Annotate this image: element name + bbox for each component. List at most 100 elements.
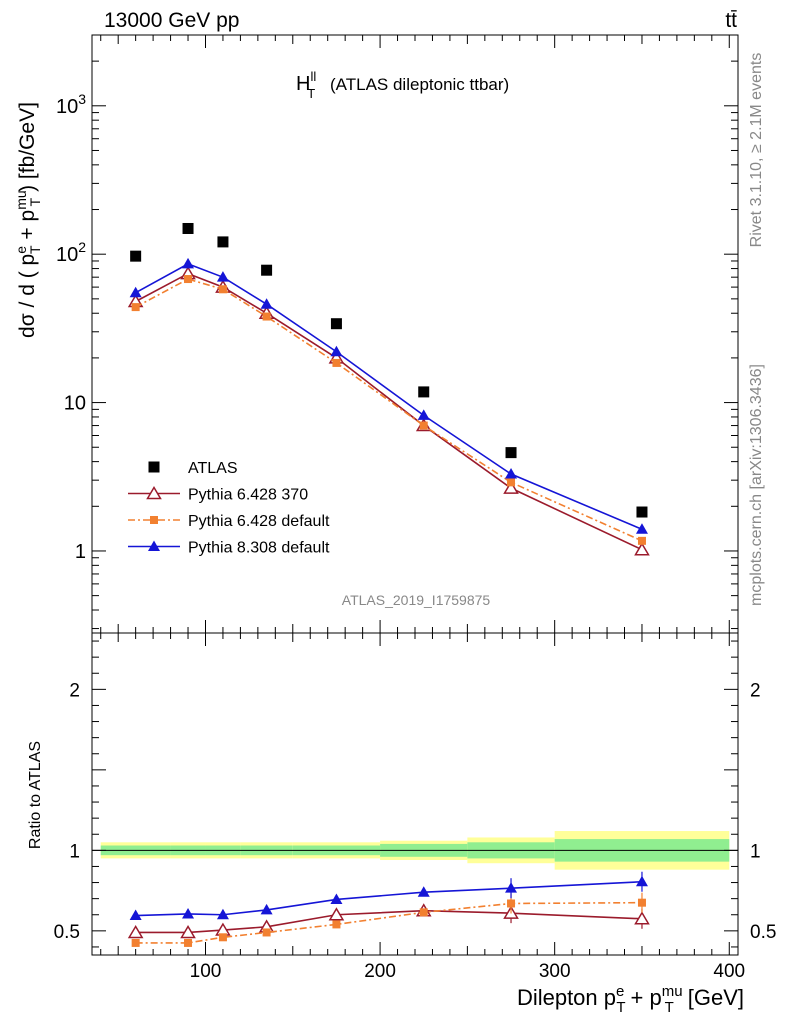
main-ylabel: dσ / d ( peT + pmuT ) [fb/GeV]	[13, 102, 43, 338]
point-pythia-6-428-default	[131, 303, 140, 312]
main-title: Hll T	[296, 69, 316, 101]
ratio-point-pythia-8-308-default	[635, 875, 648, 887]
ratio-y-tick-label-right: 2	[750, 680, 761, 701]
ratio-point-pythia-6-428-default	[637, 898, 646, 907]
point-pythia-8-308-default	[182, 257, 195, 269]
xlabel-sub1: T	[616, 999, 625, 1016]
title-sup: ll	[310, 69, 316, 84]
point-atlas	[130, 250, 142, 262]
ratio-xlabel: Dilepton pe T + pmu T [GeV]	[517, 983, 744, 1016]
series-line-pythia-6-428-default	[135, 278, 643, 542]
mcplots-label: mcplots.cern.ch [arXiv:1306.3436]	[748, 364, 765, 606]
ratio-line-pythia-6-428-default	[135, 901, 642, 944]
ratio-y-tick-label-right: 0.5	[750, 922, 776, 943]
ratio-point-pythia-8-308-default	[330, 893, 343, 904]
point-pythia-8-308-default	[330, 345, 343, 357]
point-pythia-6-428-default	[218, 285, 227, 294]
ratio-point-pythia-6-428-default	[131, 938, 140, 947]
main-y-tick-label: 10	[64, 393, 86, 415]
ratio-point-pythia-8-308-default	[260, 903, 273, 915]
series-line-pythia-8-308-default	[135, 263, 643, 531]
ratio-frame	[91, 632, 739, 956]
legend-label: Pythia 8.308 default	[188, 540, 330, 557]
ratio-ylabel: Ratio to ATLAS	[27, 741, 44, 849]
point-pythia-6-428-default	[332, 358, 341, 367]
point-pythia-6-428-370	[503, 480, 519, 494]
legend-item-pythia-6-428-default: Pythia 6.428 default	[128, 513, 330, 530]
ratio-point-pythia-8-308-default	[182, 907, 195, 919]
ratio-point-pythia-6-428-370	[634, 911, 650, 925]
xlabel-sup1: e	[616, 983, 624, 1000]
ratio-point-pythia-8-308-default	[216, 908, 229, 920]
main-plot-marks	[127, 222, 650, 556]
ratio-y-tick-label-right: 1	[750, 841, 761, 862]
legend-marker	[150, 516, 158, 524]
xlabel-unit: [GeV]	[688, 985, 744, 1010]
point-pythia-6-428-default	[637, 536, 646, 545]
ratio-point-pythia-6-428-default	[218, 933, 227, 942]
legend-label: Pythia 6.428 370	[188, 487, 308, 504]
title-main: H	[296, 73, 310, 95]
point-pythia-6-428-default	[184, 275, 193, 284]
point-atlas	[261, 264, 273, 276]
series-line-pythia-6-428-370	[135, 272, 643, 551]
point-pythia-8-308-default	[260, 298, 273, 309]
main-y-tick-label: 1	[75, 541, 86, 563]
ratio-y-tick-label: 0.5	[54, 922, 80, 943]
legend-item-pythia-6-428-370: Pythia 6.428 370	[128, 486, 308, 504]
legend-marker	[148, 461, 160, 473]
analysis-label: ATLAS_2019_I1759875	[342, 592, 491, 608]
legend-item-pythia-8-308-default: Pythia 8.308 default	[128, 540, 330, 557]
main-title-rest: (ATLAS dileptonic ttbar)	[330, 75, 509, 94]
ratio-y-tick-label: 2	[69, 680, 80, 701]
point-pythia-8-308-default	[129, 286, 142, 298]
point-atlas	[505, 447, 517, 459]
xlabel-sup2: mu	[662, 983, 683, 1000]
legend-item-atlas: ATLAS	[148, 460, 238, 477]
xlabel-sub2: T	[665, 999, 674, 1016]
point-pythia-6-428-default	[507, 478, 516, 487]
ratio-point-pythia-6-428-default	[184, 938, 193, 947]
point-atlas	[418, 386, 430, 398]
legend-marker	[146, 486, 162, 500]
ratio-point-pythia-6-428-default	[262, 928, 271, 937]
ratio-x-tick-label: 300	[539, 961, 571, 982]
point-pythia-6-428-370	[634, 542, 650, 556]
ratio-point-pythia-6-428-default	[507, 899, 516, 908]
ratio-point-pythia-6-428-default	[332, 920, 341, 929]
point-pythia-8-308-default	[505, 468, 518, 479]
ratio-point-pythia-6-428-default	[419, 908, 428, 917]
xlabel-plus: + p	[631, 985, 662, 1010]
ratio-x-tick-label: 400	[713, 961, 745, 982]
ratio-y-tick-label: 1	[69, 841, 80, 862]
point-atlas	[182, 222, 194, 234]
ratio-plot-marks	[92, 831, 738, 947]
ratio-point-pythia-8-308-default	[417, 886, 430, 897]
legend-label: ATLAS	[188, 460, 238, 477]
ratio-point-pythia-6-428-370	[328, 907, 345, 921]
legend-label: Pythia 6.428 default	[188, 513, 330, 530]
header-right: tt̄	[725, 9, 737, 32]
main-y-tick-label: 102	[56, 239, 86, 266]
ratio-point-pythia-8-308-default	[505, 882, 518, 893]
ratio-line-pythia-6-428-370	[135, 909, 643, 934]
point-atlas	[636, 506, 648, 518]
point-atlas	[217, 236, 229, 248]
ratio-x-tick-label: 100	[190, 961, 222, 982]
ratio-point-pythia-8-308-default	[129, 909, 142, 921]
rivet-label: Rivet 3.1.10, ≥ 2.1M events	[748, 53, 765, 248]
ratio-x-tick-label: 200	[364, 961, 396, 982]
title-sub: T	[307, 86, 315, 101]
ratio-point-pythia-6-428-370	[127, 924, 144, 939]
ratio-line-pythia-8-308-default	[135, 880, 643, 917]
point-pythia-6-428-default	[419, 421, 428, 430]
point-pythia-8-308-default	[635, 523, 648, 534]
legend: ATLAS Pythia 6.428 370 Pythia 6.428 defaul…	[128, 460, 330, 557]
main-axis-ticks: 1 10 102 103	[56, 34, 738, 633]
point-pythia-6-428-default	[262, 312, 271, 321]
main-y-tick-label: 103	[56, 91, 86, 118]
